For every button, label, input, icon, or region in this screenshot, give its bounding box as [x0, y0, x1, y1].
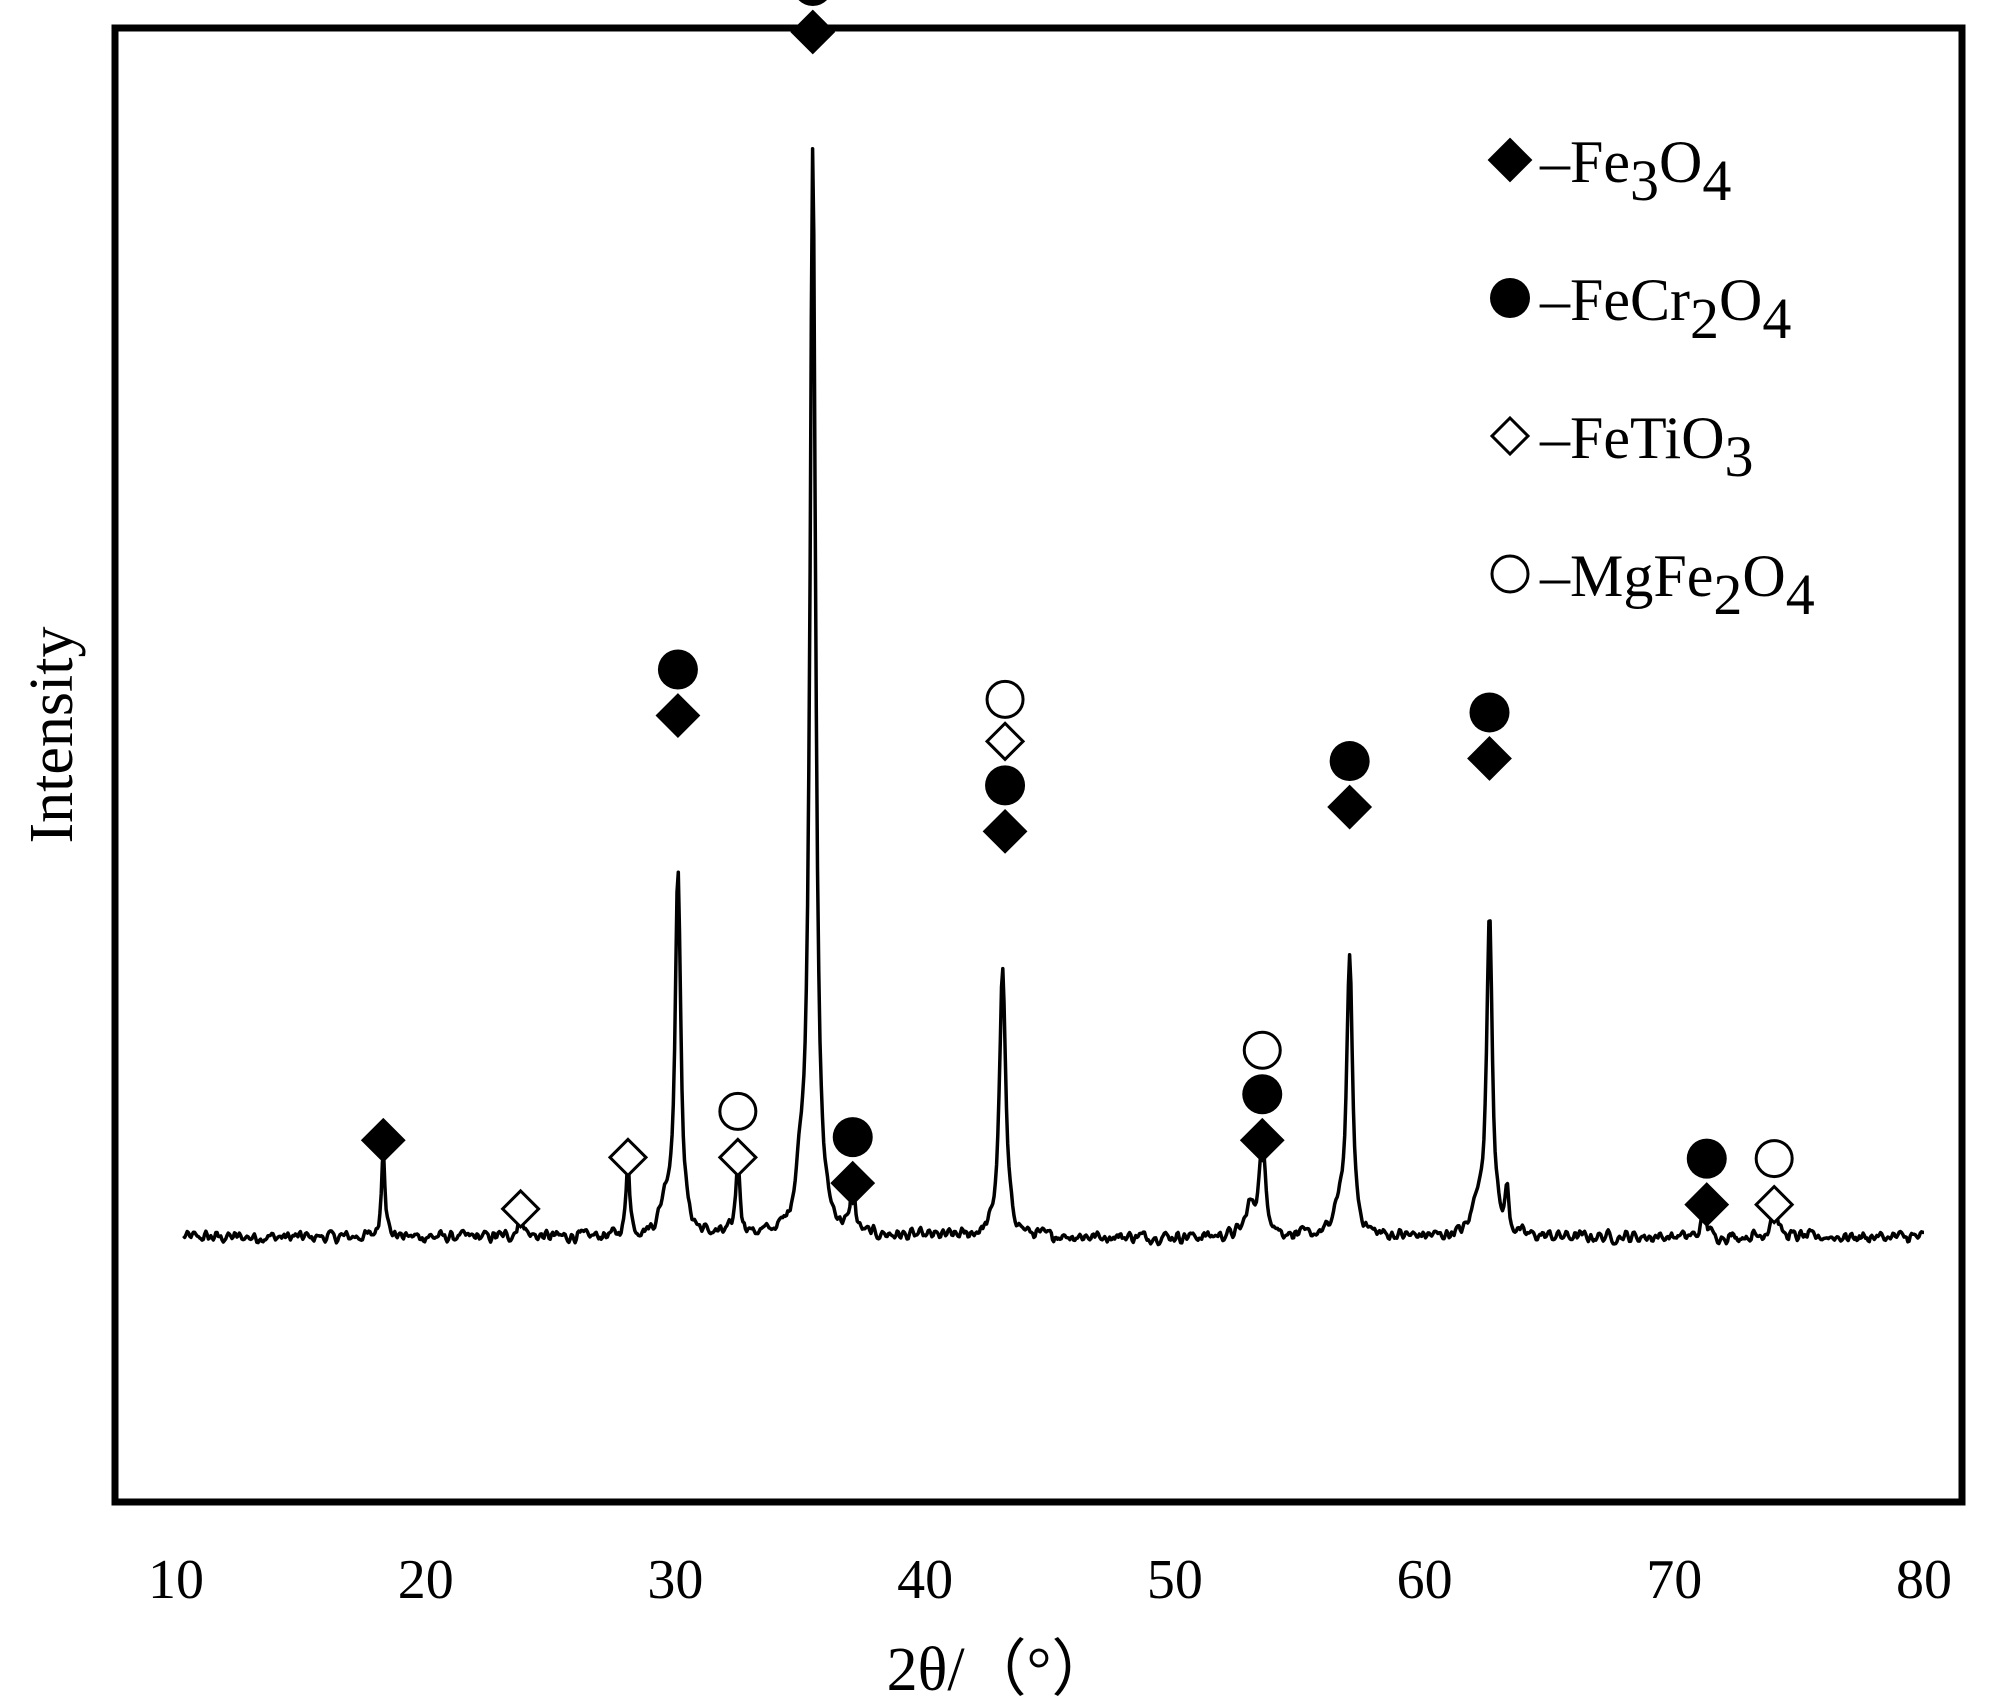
- x-tick-label: 70: [1646, 1549, 1702, 1611]
- legend-label: –FeCr2O4: [1539, 267, 1791, 351]
- legend-marker-open-circle: [1490, 554, 1530, 594]
- peak-marker-open-circle: [985, 679, 1025, 719]
- peak-marker-filled-circle: [657, 649, 698, 690]
- peak-marker-open-diamond: [607, 1137, 649, 1178]
- peak-marker-open-diamond: [717, 1137, 758, 1178]
- peak-marker-filled-circle: [832, 1117, 873, 1158]
- x-tick-label: 50: [1147, 1549, 1203, 1611]
- legend-label: –FeTiO3: [1539, 405, 1754, 489]
- x-tick-label: 30: [647, 1549, 703, 1611]
- curve-layer: [182, 147, 1925, 1247]
- peak-marker-filled-diamond: [982, 808, 1028, 854]
- legend-marker-filled-diamond: [1487, 137, 1533, 183]
- peak-marker-filled-circle: [985, 765, 1026, 806]
- legend: –Fe3O4 –FeCr2O4 –FeTiO3 –MgFe2O4: [1487, 129, 1815, 627]
- peak-marker-open-circle: [1242, 1030, 1282, 1070]
- peak-marker-filled-diamond: [790, 9, 836, 55]
- peak-marker-filled-diamond: [1239, 1117, 1285, 1163]
- peak-marker-open-circle: [1754, 1139, 1794, 1179]
- peak-marker-layer: [360, 0, 1795, 1230]
- peak-marker-open-circle: [718, 1091, 758, 1131]
- peak-marker-filled-circle: [798, 0, 828, 6]
- x-tick-label: 80: [1896, 1549, 1952, 1611]
- peak-marker-filled-circle: [1242, 1074, 1283, 1115]
- peak-marker-filled-diamond: [655, 693, 701, 738]
- plot-frame: [111, 24, 1966, 1506]
- x-tick-label: 20: [398, 1549, 454, 1611]
- legend-marker-open-diamond: [1489, 415, 1531, 457]
- peak-marker-filled-diamond: [1684, 1182, 1730, 1228]
- peak-marker-filled-diamond: [830, 1160, 876, 1206]
- peak-marker-filled-diamond: [1467, 736, 1512, 781]
- xrd-curve: [182, 147, 1925, 1247]
- peak-marker-open-diamond: [500, 1188, 541, 1230]
- peak-marker-filled-circle: [1329, 741, 1370, 782]
- legend-label: –MgFe2O4: [1539, 543, 1815, 627]
- x-tick-label: 60: [1397, 1549, 1453, 1611]
- legend-marker-filled-circle: [1490, 278, 1530, 318]
- peak-marker-filled-circle: [1686, 1138, 1727, 1179]
- y-axis-title: Intensity: [18, 627, 86, 844]
- x-tick-layer: 10 20 30 40 50 60 70 80: [148, 1549, 1952, 1611]
- peak-marker-filled-diamond: [1327, 784, 1373, 830]
- x-axis-title: 2θ/（°）: [887, 1636, 1114, 1704]
- legend-label: –Fe3O4: [1539, 129, 1731, 213]
- peak-marker-open-diamond: [1754, 1184, 1795, 1225]
- x-tick-label: 10: [148, 1549, 204, 1611]
- peak-marker-filled-circle: [1469, 692, 1510, 733]
- peak-marker-open-diamond: [984, 721, 1026, 762]
- x-tick-label: 40: [897, 1549, 953, 1611]
- peak-marker-filled-diamond: [360, 1117, 406, 1163]
